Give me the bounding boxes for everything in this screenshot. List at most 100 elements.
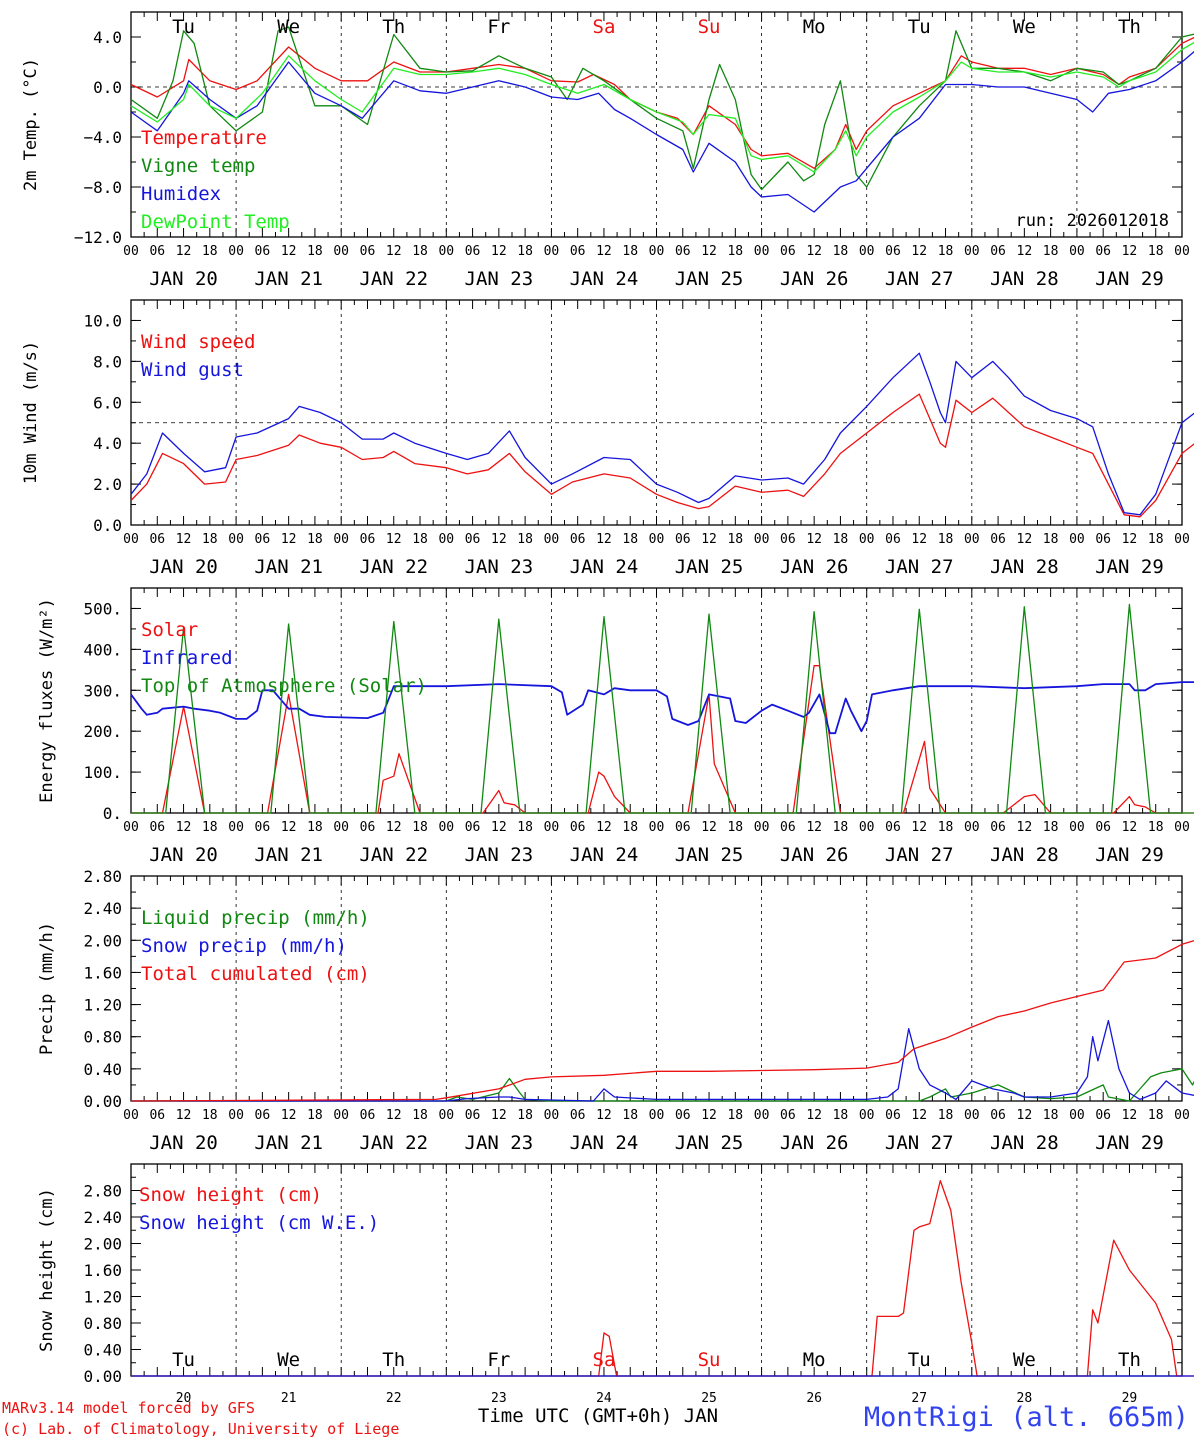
station-title: MontRigi (alt. 665m) xyxy=(864,1402,1189,1433)
hour-tick-label: 00 xyxy=(1174,244,1190,259)
hour-tick-label: 12 xyxy=(176,532,192,547)
hour-tick-label: 06 xyxy=(780,532,796,547)
date-label: JAN 29 xyxy=(1095,556,1164,578)
hour-tick-label: 00 xyxy=(649,532,665,547)
hour-tick-label: 18 xyxy=(1148,244,1164,259)
date-label: JAN 23 xyxy=(465,844,534,866)
hour-tick-label: 00 xyxy=(859,1108,875,1123)
weekday-label: Mo xyxy=(803,1349,826,1371)
precip-panel: 2.80 2.40 2.00 1.60 1.20 0.80 0.40 0.00 Precip (… xyxy=(37,867,1194,1154)
date-label: JAN 20 xyxy=(149,556,218,578)
weekday-label: Su xyxy=(698,1349,721,1371)
day-number-label: 25 xyxy=(701,1391,717,1406)
weekday-label: Tu xyxy=(172,1349,195,1371)
hour-tick-label: 00 xyxy=(649,820,665,835)
hour-tick-label: 12 xyxy=(596,1108,612,1123)
hour-tick-label: 18 xyxy=(1043,532,1059,547)
hour-tick-label: 06 xyxy=(990,1108,1006,1123)
date-label: JAN 22 xyxy=(359,556,428,578)
hour-tick-label: 18 xyxy=(938,820,954,835)
wind-y-tick-label: 6.0 xyxy=(93,393,122,412)
hour-tick-label: 06 xyxy=(570,1108,586,1123)
hour-tick-label: 12 xyxy=(806,532,822,547)
energy-y-tick-label: 200. xyxy=(83,722,122,741)
hour-tick-label: 18 xyxy=(622,532,638,547)
hour-tick-label: 12 xyxy=(491,820,507,835)
hour-tick-label: 06 xyxy=(255,820,271,835)
hour-tick-label: 18 xyxy=(202,1108,218,1123)
weekday-label: We xyxy=(277,1349,300,1371)
hour-tick-label: 06 xyxy=(465,1108,481,1123)
hour-tick-label: 00 xyxy=(754,244,770,259)
hour-tick-label: 00 xyxy=(438,244,454,259)
hour-tick-label: 00 xyxy=(123,532,139,547)
hour-tick-label: 12 xyxy=(1017,244,1033,259)
snow-y-axis-label: Snow height (cm) xyxy=(37,1188,57,1352)
hour-tick-label: 18 xyxy=(307,1108,323,1123)
hour-tick-label: 00 xyxy=(228,820,244,835)
credit-line-1: MARv3.14 model forced by GFS xyxy=(2,1399,255,1417)
hour-tick-label: 06 xyxy=(149,244,165,259)
temp-legend-entry: Temperature xyxy=(141,127,267,149)
precip-legend-entry: Total cumulated (cm) xyxy=(141,963,370,985)
hour-tick-label: 00 xyxy=(123,1108,139,1123)
hour-tick-label: 06 xyxy=(885,1108,901,1123)
hour-tick-label: 18 xyxy=(833,244,849,259)
hour-tick-label: 00 xyxy=(1069,820,1085,835)
hour-tick-label: 12 xyxy=(806,1108,822,1123)
hour-tick-label: 12 xyxy=(281,820,297,835)
day-number-label: 28 xyxy=(1017,1391,1033,1406)
date-label: JAN 27 xyxy=(885,556,954,578)
hour-tick-label: 00 xyxy=(333,244,349,259)
hour-tick-label: 06 xyxy=(990,244,1006,259)
hour-tick-label: 00 xyxy=(754,1108,770,1123)
precip-y-tick-label: 2.00 xyxy=(83,931,122,950)
hour-tick-label: 06 xyxy=(255,532,271,547)
hour-tick-label: 12 xyxy=(701,820,717,835)
date-label: JAN 23 xyxy=(465,556,534,578)
snow-y-tick-label: 1.20 xyxy=(83,1288,122,1307)
snow-series-snow-height-cm- xyxy=(131,1179,1194,1377)
hour-tick-label: 18 xyxy=(517,532,533,547)
hour-tick-label: 18 xyxy=(517,1108,533,1123)
hour-tick-label: 12 xyxy=(491,532,507,547)
hour-tick-label: 18 xyxy=(622,244,638,259)
hour-tick-label: 00 xyxy=(438,1108,454,1123)
weekday-label: Su xyxy=(698,16,721,38)
hour-tick-label: 12 xyxy=(701,532,717,547)
date-label: JAN 22 xyxy=(359,844,428,866)
date-label: JAN 22 xyxy=(359,268,428,290)
hour-tick-label: 18 xyxy=(622,1108,638,1123)
hour-tick-label: 12 xyxy=(1122,1108,1138,1123)
wind-legend-entry: Wind gust xyxy=(141,359,244,381)
date-label: JAN 20 xyxy=(149,1132,218,1154)
temp-series-dewpoint-temp xyxy=(130,41,1194,173)
hour-tick-label: 00 xyxy=(544,820,560,835)
precip-y-tick-label: 1.60 xyxy=(83,963,122,982)
date-label: JAN 26 xyxy=(780,844,849,866)
x-axis-title: Time UTC (GMT+0h) JAN xyxy=(478,1405,718,1427)
hour-tick-label: 00 xyxy=(1069,1108,1085,1123)
hour-tick-label: 12 xyxy=(1017,1108,1033,1123)
hour-tick-label: 00 xyxy=(859,532,875,547)
date-label: JAN 27 xyxy=(885,1132,954,1154)
hour-tick-label: 00 xyxy=(438,532,454,547)
hour-tick-label: 12 xyxy=(701,244,717,259)
hour-tick-label: 06 xyxy=(885,244,901,259)
hour-tick-label: 06 xyxy=(149,1108,165,1123)
day-number-label: 23 xyxy=(491,1391,507,1406)
hour-tick-label: 06 xyxy=(465,532,481,547)
hour-tick-label: 06 xyxy=(885,820,901,835)
hour-tick-label: 06 xyxy=(360,244,376,259)
weekday-label: Th xyxy=(1118,1349,1141,1371)
hour-tick-label: 06 xyxy=(360,820,376,835)
energy-series-top-of-atmosphere-solar- xyxy=(131,603,1194,814)
energy-y-tick-label: 300. xyxy=(83,681,122,700)
wind-y-tick-label: 8.0 xyxy=(93,352,122,371)
hour-tick-label: 18 xyxy=(1148,1108,1164,1123)
hour-tick-label: 06 xyxy=(1095,820,1111,835)
weekday-label: We xyxy=(1013,1349,1036,1371)
hour-tick-label: 18 xyxy=(307,820,323,835)
day-number-label: 24 xyxy=(596,1391,612,1406)
date-label: JAN 29 xyxy=(1095,844,1164,866)
